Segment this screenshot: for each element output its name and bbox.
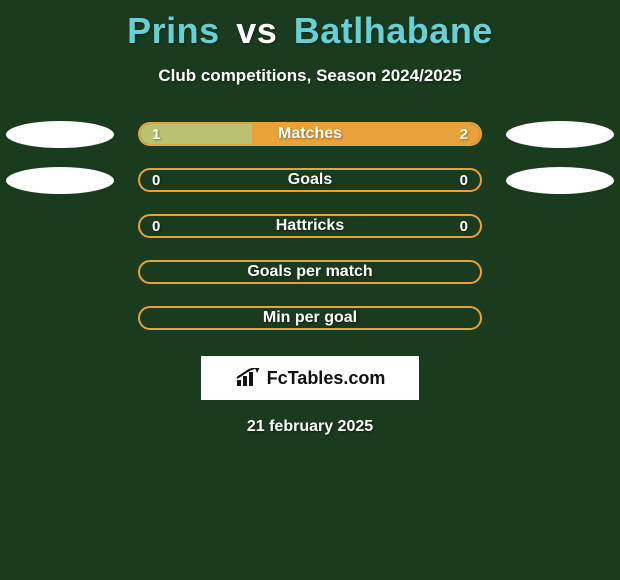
stat-bar: Goals per match bbox=[138, 260, 482, 284]
player1-badge bbox=[6, 167, 114, 194]
stat-label: Goals per match bbox=[140, 263, 480, 281]
stat-label: Goals bbox=[140, 171, 480, 189]
page-title: Prins vs Batlhabane bbox=[0, 0, 620, 52]
comparison-infographic: Prins vs Batlhabane Club competitions, S… bbox=[0, 0, 620, 580]
stat-value-left: 0 bbox=[152, 218, 160, 235]
fctables-logo: FcTables.com bbox=[201, 356, 419, 400]
stat-bar: Goals0 0 bbox=[138, 168, 482, 192]
stat-value-left: 0 bbox=[152, 172, 160, 189]
player1-badge bbox=[6, 121, 114, 148]
stat-row: Goals0 0 bbox=[0, 168, 620, 192]
stat-bar: Hattricks0 0 bbox=[138, 214, 482, 238]
stat-row: Goals per match bbox=[0, 260, 620, 284]
stat-rows: Matches12Goals00Hattricks00Goals per mat… bbox=[0, 122, 620, 330]
stat-label: Min per goal bbox=[140, 309, 480, 327]
vs-label: vs bbox=[236, 10, 277, 51]
date-label: 21 february 2025 bbox=[0, 418, 620, 436]
stat-label: Hattricks bbox=[140, 217, 480, 235]
player2-name: Batlhabane bbox=[294, 10, 493, 51]
stat-bar: Matches1 2 bbox=[138, 122, 482, 146]
stat-value-left: 1 bbox=[152, 126, 160, 143]
logo-text: FcTables.com bbox=[267, 368, 386, 389]
stat-bar: Min per goal bbox=[138, 306, 482, 330]
stat-value-right: 0 bbox=[460, 172, 468, 189]
stat-label: Matches bbox=[140, 125, 480, 143]
bar-chart-icon bbox=[235, 368, 261, 388]
stat-row: Hattricks0 0 bbox=[0, 214, 620, 238]
player2-badge bbox=[506, 167, 614, 194]
stat-row: Min per goal bbox=[0, 306, 620, 330]
player2-badge bbox=[506, 121, 614, 148]
stat-value-right: 0 bbox=[460, 218, 468, 235]
player1-name: Prins bbox=[127, 10, 220, 51]
subtitle: Club competitions, Season 2024/2025 bbox=[0, 66, 620, 86]
stat-value-right: 2 bbox=[460, 126, 468, 143]
stat-row: Matches1 2 bbox=[0, 122, 620, 146]
